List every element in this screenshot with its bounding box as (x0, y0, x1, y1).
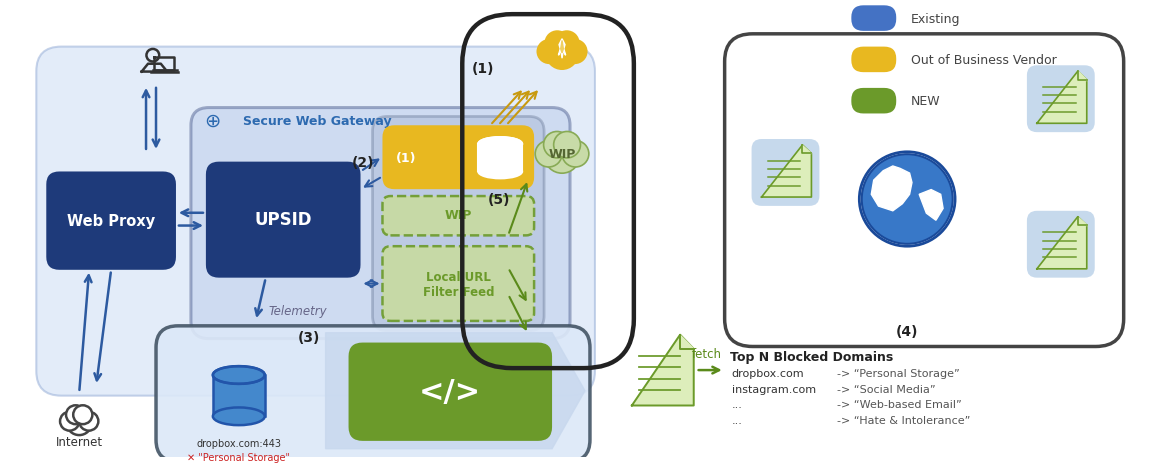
Circle shape (74, 406, 92, 424)
FancyBboxPatch shape (383, 126, 534, 190)
Text: Existing: Existing (911, 13, 960, 25)
Polygon shape (803, 145, 812, 154)
Text: ✕ "Personal Storage": ✕ "Personal Storage" (187, 451, 290, 462)
FancyBboxPatch shape (724, 35, 1124, 347)
Circle shape (544, 132, 570, 158)
Text: instagram.com: instagram.com (731, 384, 815, 394)
Text: dropbox.com:443: dropbox.com:443 (197, 438, 282, 448)
Polygon shape (559, 40, 566, 59)
FancyBboxPatch shape (851, 6, 896, 32)
Polygon shape (872, 167, 912, 211)
Text: (5): (5) (489, 193, 511, 206)
Text: Telemetry: Telemetry (269, 304, 328, 317)
Bar (478, 144, 522, 172)
FancyBboxPatch shape (851, 89, 896, 114)
FancyBboxPatch shape (752, 140, 820, 206)
Text: Internet: Internet (55, 435, 102, 448)
Text: (1): (1) (396, 152, 416, 165)
Circle shape (562, 40, 588, 65)
Ellipse shape (478, 138, 522, 151)
Circle shape (562, 141, 589, 168)
Ellipse shape (213, 407, 264, 425)
Text: (1): (1) (473, 62, 494, 76)
Text: (2): (2) (351, 155, 374, 169)
Circle shape (537, 40, 562, 65)
Polygon shape (1078, 72, 1087, 81)
Polygon shape (680, 335, 693, 349)
Text: fetch: fetch (691, 348, 722, 361)
Circle shape (544, 139, 580, 174)
Text: WIP: WIP (549, 148, 576, 161)
Circle shape (67, 410, 92, 435)
Text: ...: ... (731, 400, 743, 410)
Text: -> “Social Media”: -> “Social Media” (837, 384, 936, 394)
FancyBboxPatch shape (1027, 66, 1095, 133)
Circle shape (535, 141, 562, 168)
FancyBboxPatch shape (191, 108, 570, 339)
Text: Local URL
Filter Feed: Local URL Filter Feed (422, 270, 494, 298)
Circle shape (553, 132, 581, 158)
FancyBboxPatch shape (156, 326, 590, 462)
Circle shape (554, 31, 580, 56)
Polygon shape (631, 335, 693, 406)
FancyBboxPatch shape (206, 163, 360, 278)
Polygon shape (325, 333, 585, 449)
Text: Out of Business Vendor: Out of Business Vendor (911, 54, 1057, 67)
Polygon shape (919, 190, 943, 221)
Ellipse shape (213, 366, 264, 384)
Text: UPSID: UPSID (254, 210, 312, 228)
Circle shape (66, 406, 85, 424)
Circle shape (859, 152, 956, 247)
Polygon shape (1078, 217, 1087, 226)
Polygon shape (561, 41, 563, 54)
Text: Top N Blocked Domains: Top N Blocked Domains (729, 350, 892, 363)
Text: (4): (4) (896, 324, 919, 338)
Text: -> “Hate & Intolerance”: -> “Hate & Intolerance” (837, 415, 971, 425)
Text: (3): (3) (298, 330, 320, 344)
Text: ...: ... (731, 415, 743, 425)
Text: dropbox.com: dropbox.com (731, 368, 804, 378)
FancyBboxPatch shape (348, 343, 552, 441)
FancyBboxPatch shape (373, 117, 544, 331)
FancyBboxPatch shape (46, 172, 176, 270)
Circle shape (545, 38, 578, 71)
Text: Secure Web Gateway: Secure Web Gateway (243, 115, 391, 128)
Text: ⊕: ⊕ (205, 112, 221, 131)
Text: NEW: NEW (911, 95, 941, 108)
FancyBboxPatch shape (851, 48, 896, 73)
Circle shape (79, 412, 99, 431)
Circle shape (60, 412, 79, 431)
Polygon shape (1037, 72, 1087, 124)
Circle shape (861, 155, 952, 244)
FancyBboxPatch shape (383, 197, 534, 236)
FancyBboxPatch shape (1027, 211, 1095, 278)
Text: WIP: WIP (445, 209, 472, 222)
Text: -> “Web-based Email”: -> “Web-based Email” (837, 400, 963, 410)
Polygon shape (1037, 217, 1087, 269)
FancyBboxPatch shape (37, 48, 595, 396)
Polygon shape (761, 145, 812, 198)
FancyBboxPatch shape (383, 247, 534, 321)
Text: -> “Personal Storage”: -> “Personal Storage” (837, 368, 960, 378)
Text: Web Proxy: Web Proxy (67, 213, 155, 229)
Bar (213, 375, 264, 416)
Text: </>: </> (420, 377, 482, 407)
Circle shape (544, 31, 570, 56)
Ellipse shape (478, 165, 522, 179)
